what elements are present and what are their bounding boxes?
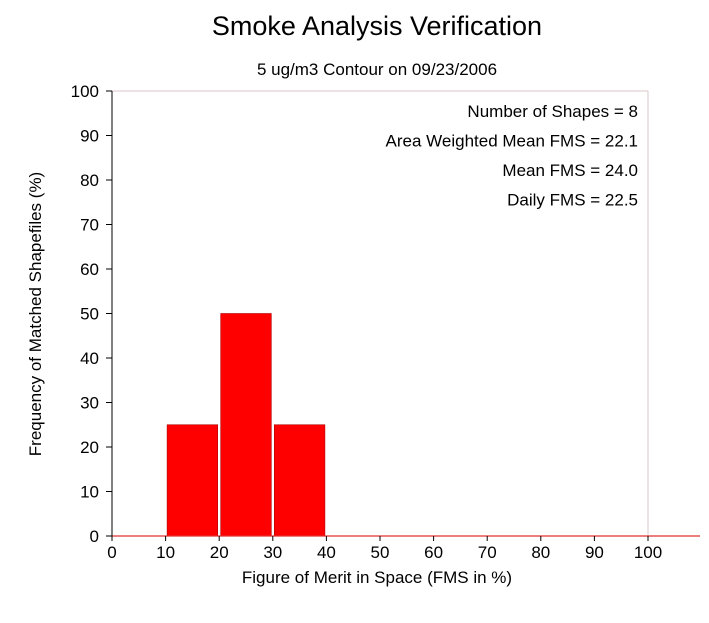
y-tick-label-0: 0 [90,527,99,546]
x-tick-label-7: 70 [478,543,497,562]
x-tick-label-6: 60 [424,543,443,562]
x-tick-label-4: 40 [317,543,336,562]
x-tick-label-8: 80 [531,543,550,562]
y-tick-label-4: 40 [80,349,99,368]
stats-annotation-2: Mean FMS = 24.0 [502,161,638,180]
chart-title: Smoke Analysis Verification [212,11,542,41]
y-tick-label-3: 30 [80,394,99,413]
y-tick-label-8: 80 [80,171,99,190]
histogram-bar-1 [166,424,219,537]
y-tick-label-1: 10 [80,483,99,502]
chart-subtitle: 5 ug/m3 Contour on 09/23/2006 [257,60,497,79]
stats-annotation-0: Number of Shapes = 8 [467,102,638,121]
x-axis-label: Figure of Merit in Space (FMS in %) [242,568,512,587]
y-tick-label-7: 70 [80,216,99,235]
plot-area: 0 10 20 30 40 50 60 70 80 90 100 0 10 20 30 40 50 60 70 80 9… [71,82,700,562]
y-tick-label-9: 90 [80,127,99,146]
y-tick-label-6: 60 [80,260,99,279]
x-tick-label-9: 90 [585,543,604,562]
x-tick-label-3: 30 [263,543,282,562]
stats-annotation-1: Area Weighted Mean FMS = 22.1 [386,132,638,151]
x-tick-label-1: 10 [156,543,175,562]
y-axis-label: Frequency of Matched Shapefiles (%) [26,172,45,456]
x-tick-label-0: 0 [107,543,116,562]
y-tick-label-10: 100 [71,82,99,101]
histogram-bar-2 [220,313,272,537]
y-tick-label-5: 50 [80,305,99,324]
x-tick-label-2: 20 [210,543,229,562]
x-tick-label-10: 100 [634,543,662,562]
x-tick-label-5: 50 [371,543,390,562]
stats-annotation-3: Daily FMS = 22.5 [507,191,638,210]
y-tick-label-2: 20 [80,438,99,457]
histogram-bar-3 [273,424,326,537]
